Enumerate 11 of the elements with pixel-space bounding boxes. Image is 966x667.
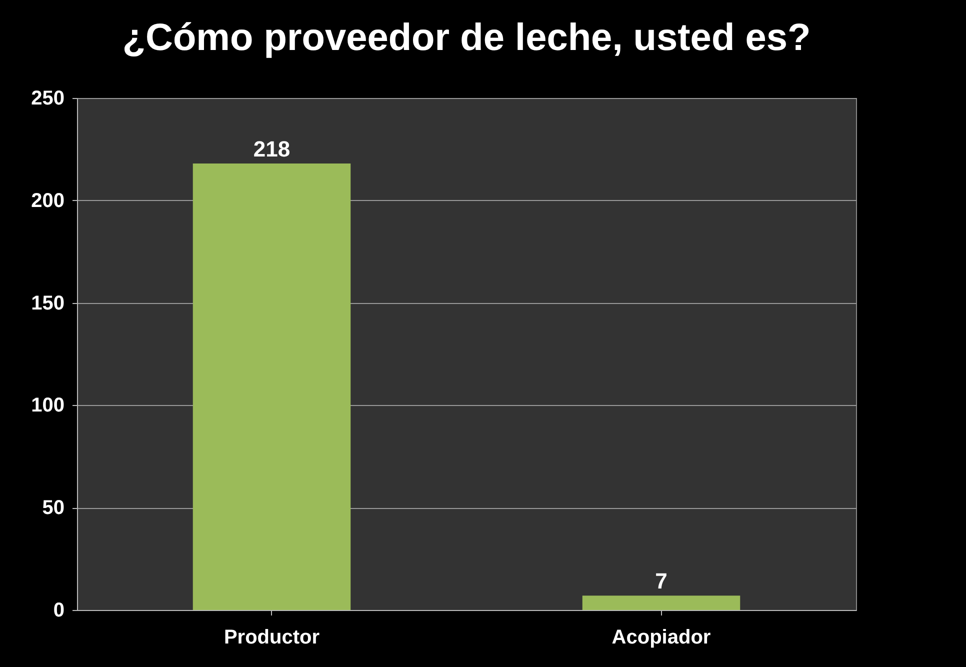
chart-title: ¿Cómo proveedor de leche, usted es?	[122, 17, 811, 59]
y-tick-label: 250	[31, 88, 64, 110]
y-tick-label: 100	[31, 394, 64, 417]
x-tick-label: Productor	[224, 626, 320, 648]
data-label: 218	[253, 136, 290, 162]
y-tick-label: 200	[31, 190, 64, 212]
x-tick-label: Acopiador	[612, 626, 711, 648]
y-tick-label: 150	[31, 292, 64, 314]
y-tick-label: 0	[53, 600, 64, 622]
y-tick-label: 50	[42, 497, 64, 520]
data-label: 7	[655, 568, 668, 594]
